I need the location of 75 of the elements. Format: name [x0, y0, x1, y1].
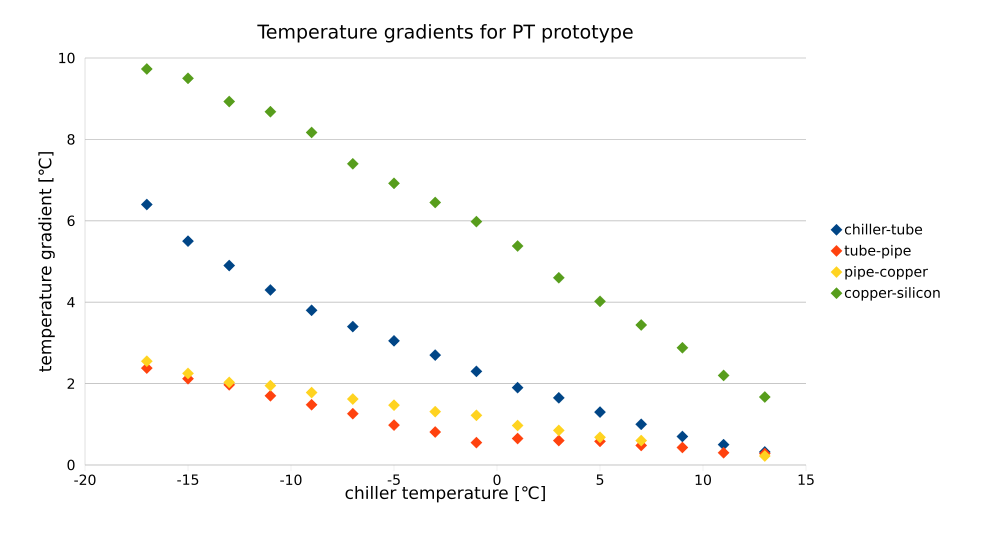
- legend-label: chiller-tube: [844, 224, 922, 235]
- point: [552, 392, 565, 404]
- point: [429, 406, 442, 418]
- point: [594, 431, 606, 444]
- point: [182, 72, 194, 84]
- point: [552, 424, 565, 436]
- point: [306, 126, 318, 138]
- y-axis-title: temperature gradient [℃]: [38, 152, 55, 372]
- point: [470, 436, 482, 448]
- point: [470, 366, 482, 378]
- y-tick-label: 10: [59, 52, 75, 64]
- point: [512, 432, 524, 444]
- x-tick-label: -5: [388, 474, 400, 485]
- legend-label: tube-pipe: [844, 244, 911, 258]
- point: [306, 386, 318, 398]
- point: [182, 368, 194, 380]
- x-tick-label: -10: [280, 474, 302, 486]
- point: [470, 409, 482, 422]
- point: [140, 355, 153, 368]
- point: [594, 296, 606, 308]
- point: [718, 446, 730, 459]
- point: [346, 320, 359, 332]
- x-tick-label: 5: [596, 474, 604, 485]
- point: [758, 450, 771, 462]
- point: [429, 426, 442, 438]
- legend-label: copper-silicon: [844, 287, 940, 301]
- point: [429, 196, 442, 208]
- point: [512, 420, 524, 432]
- point: [388, 334, 400, 347]
- y-tick-label: 4: [67, 297, 75, 308]
- point: [429, 349, 442, 361]
- x-tick-label: 15: [798, 474, 814, 485]
- point: [140, 198, 153, 210]
- point: [223, 376, 236, 388]
- point: [676, 442, 688, 454]
- point: [676, 342, 688, 354]
- point: [594, 406, 606, 418]
- point: [470, 216, 482, 228]
- point: [306, 304, 318, 316]
- legend-label: pipe-copper: [845, 266, 928, 280]
- y-tick-label: 2: [68, 378, 74, 389]
- point: [552, 434, 565, 446]
- point: [388, 419, 400, 431]
- x-tick-label: -15: [177, 474, 198, 485]
- point: [182, 235, 194, 247]
- point: [140, 63, 153, 75]
- point: [676, 430, 688, 442]
- point: [264, 390, 276, 402]
- point: [346, 158, 359, 170]
- y-tick-label: 8: [68, 134, 75, 145]
- point: [346, 408, 359, 420]
- y-tick-label: 0: [67, 460, 75, 470]
- point: [718, 370, 730, 382]
- point: [223, 260, 236, 272]
- x-tick-label: 0: [493, 474, 501, 486]
- point: [635, 434, 648, 446]
- point: [512, 382, 524, 394]
- x-tick-label: 10: [696, 474, 711, 486]
- point: [635, 319, 648, 331]
- point: [552, 272, 565, 284]
- point: [635, 418, 648, 430]
- point: [388, 399, 400, 412]
- y-tick-label: 6: [68, 215, 75, 226]
- point: [264, 380, 276, 392]
- point: [512, 240, 524, 252]
- point: [264, 106, 276, 118]
- point: [758, 391, 771, 403]
- point: [264, 284, 276, 296]
- point: [388, 177, 400, 190]
- x-axis-title: chiller temperature [℃]: [346, 486, 545, 502]
- chart-title: Temperature gradients for PT prototype: [257, 24, 633, 42]
- point: [346, 393, 359, 405]
- x-tick-label: -20: [74, 474, 96, 486]
- point: [306, 398, 318, 411]
- point: [223, 96, 236, 108]
